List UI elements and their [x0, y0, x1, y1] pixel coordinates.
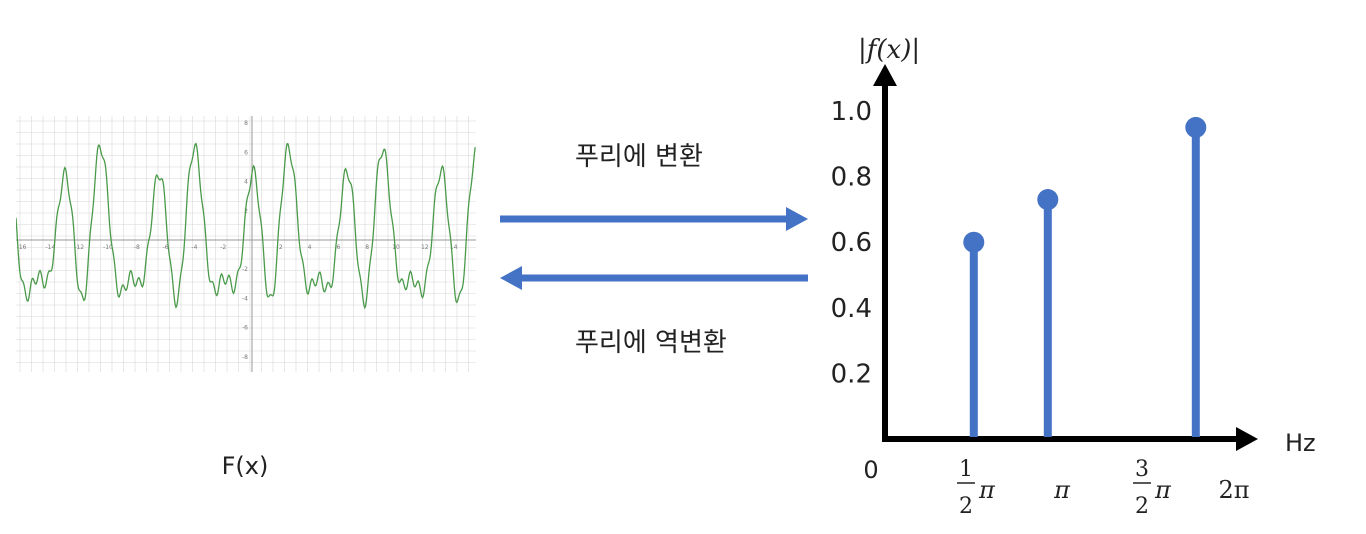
stem	[1037, 189, 1059, 437]
origin-label: 0	[863, 456, 878, 484]
y-tick-label: 0.2	[831, 359, 872, 389]
tick-numerator: 3	[1135, 457, 1149, 482]
tick-denominator: 2	[1135, 494, 1149, 519]
y-tick-label: 0.8	[831, 163, 872, 193]
stem	[963, 231, 985, 437]
signal-y-tick-label: 2	[244, 208, 248, 215]
y-tick-label: 0.4	[831, 294, 872, 324]
tick-pi: π	[1154, 476, 1172, 504]
stem-marker	[963, 231, 985, 253]
x-axis-title: Hz	[1285, 429, 1316, 457]
signal-y-tick-label: 4	[244, 179, 248, 186]
stem	[1185, 116, 1207, 437]
signal-y-tick-label: -6	[242, 325, 248, 332]
signal-y-tick-label: -2	[242, 266, 248, 273]
x-tick-label: 2π	[1218, 476, 1249, 504]
y-axis-arrowhead	[873, 64, 897, 86]
inverse-arrow	[500, 266, 808, 290]
signal-grid	[16, 116, 476, 372]
signal-x-tick-label: -2	[220, 244, 226, 251]
signal-x-tick-label: 2	[279, 244, 283, 251]
signal-x-tick-label: 12	[421, 244, 429, 251]
stem-marker	[1185, 116, 1207, 138]
stem-marker	[1037, 189, 1059, 211]
stems	[963, 116, 1207, 437]
signal-caption: F(x)	[221, 452, 269, 480]
signal-x-tick-label: -6	[163, 244, 169, 251]
forward-transform-label: 푸리에 변환	[575, 142, 703, 172]
transform-arrows	[500, 207, 808, 290]
signal-x-tick-label: 10	[392, 244, 400, 251]
signal-x-tick-label: 14	[450, 244, 458, 251]
signal-plot: -16 -14 -12 -10 -8 -6 -4 -2 2 4 6 8 10 12 14 8 6 4 2 -2 -4 -6…	[16, 116, 476, 372]
signal-x-tick-label: -14	[45, 244, 55, 251]
signal-x-tick-label: -4	[191, 244, 197, 251]
signal-y-tick-label: -4	[242, 295, 248, 302]
y-tick-label: 1.0	[831, 97, 872, 127]
y-tick-label: 0.6	[831, 228, 872, 258]
signal-y-tick-label: -8	[242, 354, 248, 361]
signal-x-tick-label: -8	[134, 244, 140, 251]
signal-axes	[16, 116, 476, 372]
signal-x-tick-label: -10	[103, 244, 113, 251]
tick-denominator: 2	[959, 494, 973, 519]
x-tick-label: 3 2π	[1133, 457, 1172, 519]
spectrum-axes	[873, 64, 1258, 451]
x-axis-arrowhead	[1236, 427, 1258, 451]
signal-x-tick-label: -16	[17, 244, 27, 251]
tick-numerator: 1	[959, 457, 973, 482]
x-tick-label: 1 2π	[957, 457, 996, 519]
inverse-transform-label: 푸리에 역변환	[575, 328, 727, 358]
signal-x-tick-label: 6	[336, 244, 340, 251]
signal-y-tick-label: 8	[244, 120, 248, 127]
x-tick-label: π	[1053, 476, 1071, 504]
signal-x-tick-label: 8	[365, 244, 369, 251]
forward-arrow	[500, 207, 808, 231]
y-tick-labels: 1.0 0.8 0.6 0.4 0.2	[831, 97, 872, 389]
signal-x-tick-label: -12	[74, 244, 84, 251]
signal-y-tick-label: 6	[244, 149, 248, 156]
signal-x-tick-label: 4	[308, 244, 312, 251]
tick-pi: π	[978, 476, 996, 504]
signal-tick-labels: -16 -14 -12 -10 -8 -6 -4 -2 2 4 6 8 10 12 14 8 6 4 2 -2 -4 -6…	[17, 120, 458, 361]
signal-curve	[16, 142, 476, 310]
y-axis-title: |f(x)|	[858, 35, 920, 65]
